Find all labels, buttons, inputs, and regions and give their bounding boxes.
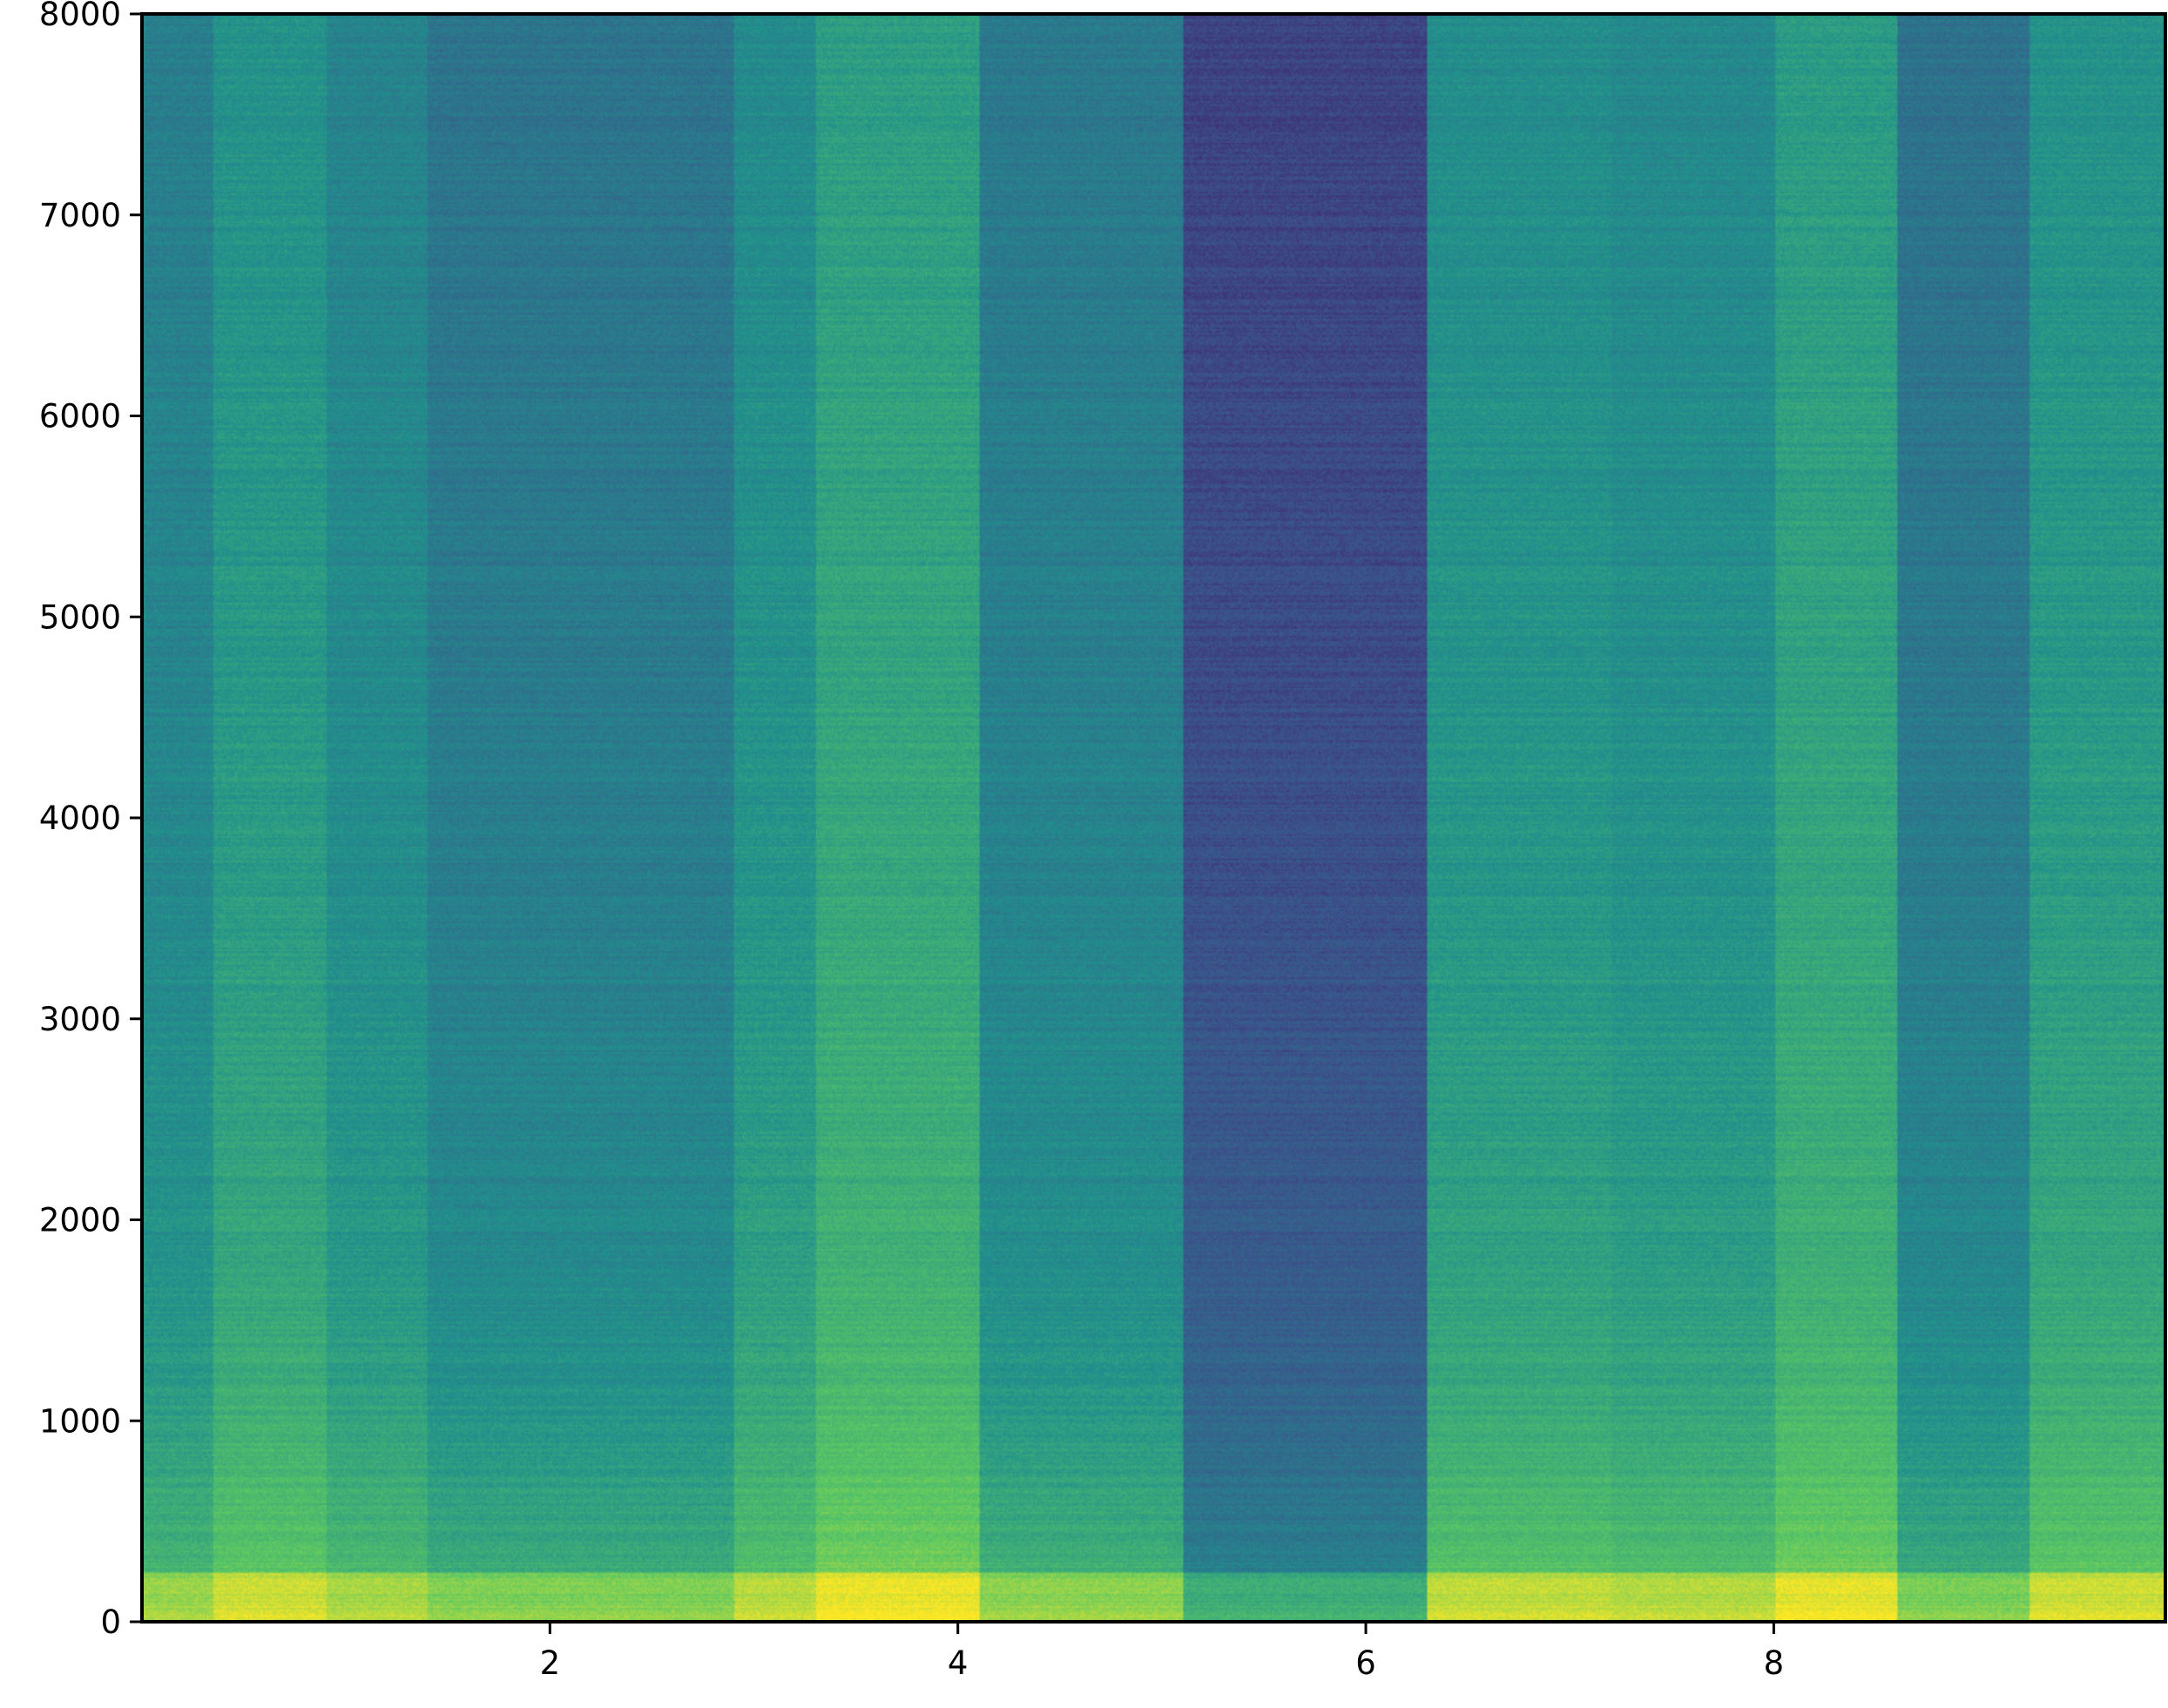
x-tick-label: 2 [540, 1644, 561, 1682]
y-tick-label: 0 [100, 1603, 121, 1641]
y-tick-label: 4000 [39, 800, 121, 837]
heatmap-cells [142, 14, 2165, 1622]
y-tick-label: 7000 [39, 197, 121, 234]
y-tick-label: 6000 [39, 398, 121, 435]
heatmap-image [142, 14, 2165, 1622]
y-tick-label: 2000 [39, 1202, 121, 1239]
y-tick-label: 5000 [39, 598, 121, 636]
x-tick-label: 6 [1355, 1644, 1376, 1682]
y-axis: 0 1000 2000 3000 4000 5000 6000 7000 8000 [39, 0, 142, 1641]
x-axis: 2 4 6 8 [540, 1622, 1785, 1682]
y-tick-label: 1000 [39, 1402, 121, 1440]
x-tick-label: 8 [1764, 1644, 1785, 1682]
x-tick-label: 4 [948, 1644, 969, 1682]
y-tick-label: 8000 [39, 0, 121, 33]
y-tick-label: 3000 [39, 1001, 121, 1038]
